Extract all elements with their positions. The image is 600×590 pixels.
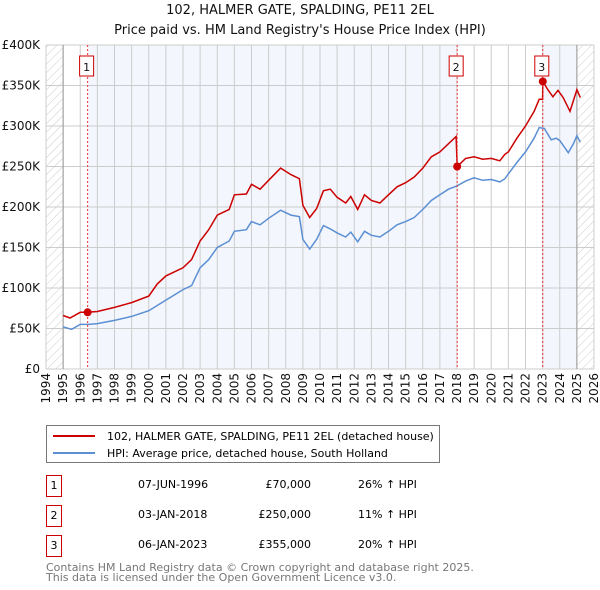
sale-point [83, 308, 92, 317]
sale-hpi: 11% ↑ HPI [358, 508, 417, 521]
y-tick-label: £400K [2, 38, 42, 52]
x-tick-label: 2025 [570, 373, 584, 404]
x-tick-label: 2008 [279, 373, 293, 404]
sale-date: 07-JUN-1996 [138, 478, 209, 491]
x-tick-label: 1999 [125, 373, 139, 404]
sale-number: 1 [46, 475, 62, 497]
sale-hpi: 26% ↑ HPI [358, 478, 417, 491]
legend-label-property: 102, HALMER GATE, SPALDING, PE11 2EL (de… [107, 429, 434, 443]
x-tick-label: 2021 [501, 373, 515, 404]
y-tick-label: £300K [2, 119, 42, 133]
x-tick-label: 2009 [296, 373, 310, 404]
x-tick-label: 2001 [159, 373, 173, 404]
x-tick-label: 1997 [90, 373, 104, 404]
y-tick-label: £0 [25, 362, 40, 376]
sale-point [453, 162, 462, 171]
sale-label: 1 [83, 61, 90, 74]
x-tick-label: 2013 [364, 373, 378, 404]
sale-hpi: 20% ↑ HPI [358, 538, 417, 551]
x-tick-label: 2020 [484, 373, 498, 404]
x-tick-label: 2011 [330, 373, 344, 404]
x-tick-label: 2007 [262, 373, 276, 404]
sale-row: 2 03-JAN-2018 £250,000 11% ↑ HPI [46, 505, 466, 527]
legend-label-hpi: HPI: Average price, detached house, Sout… [107, 446, 388, 460]
sale-date: 06-JAN-2023 [138, 538, 208, 551]
y-tick-label: £50K [9, 322, 41, 336]
y-tick-label: £150K [2, 241, 42, 255]
legend-item-hpi: HPI: Average price, detached house, Sout… [53, 445, 388, 461]
chart-title: 102, HALMER GATE, SPALDING, PE11 2EL [166, 3, 434, 18]
sale-label: 3 [538, 61, 545, 74]
blue-line-swatch [53, 452, 95, 454]
x-tick-label: 1998 [108, 373, 122, 404]
x-tick-label: 2004 [210, 373, 224, 404]
sale-date: 03-JAN-2018 [138, 508, 208, 521]
x-tick-label: 2010 [313, 373, 327, 404]
y-tick-label: £350K [2, 79, 42, 93]
x-tick-label: 2012 [347, 373, 361, 404]
sale-number: 2 [46, 505, 62, 527]
x-tick-label: 2026 [587, 373, 600, 404]
price-paid-line [62, 78, 581, 319]
footer-licence: This data is licensed under the Open Gov… [46, 571, 397, 584]
footer-copyright: Contains HM Land Registry data © Crown c… [46, 561, 474, 574]
x-tick-label: 2022 [519, 373, 533, 404]
sale-price: £70,000 [265, 478, 312, 491]
legend: 102, HALMER GATE, SPALDING, PE11 2EL (de… [46, 425, 440, 463]
sale-label-box [79, 55, 95, 77]
x-tick-label: 2000 [142, 373, 156, 404]
x-tick-label: 2014 [382, 373, 396, 404]
x-tick-label: 1996 [73, 373, 87, 404]
legend-item-property: 102, HALMER GATE, SPALDING, PE11 2EL (de… [53, 428, 434, 444]
x-tick-label: 2017 [433, 373, 447, 404]
sale-number: 3 [46, 535, 62, 557]
x-tick-label: 2002 [176, 373, 190, 404]
x-tick-label: 1994 [39, 373, 53, 404]
x-tick-label: 2018 [450, 373, 464, 404]
y-tick-label: £250K [2, 160, 42, 174]
x-tick-label: 2019 [467, 373, 481, 404]
sale-label: 2 [453, 61, 460, 74]
sale-row: 3 06-JAN-2023 £355,000 20% ↑ HPI [46, 535, 466, 557]
hpi-line [62, 126, 581, 331]
x-tick-label: 2024 [553, 373, 567, 404]
sale-label-box [448, 55, 464, 77]
x-tick-label: 2015 [399, 373, 413, 404]
sale-price: £355,000 [258, 538, 312, 551]
sale-row: 1 07-JUN-1996 £70,000 26% ↑ HPI [46, 475, 466, 497]
red-line-swatch [53, 435, 95, 437]
y-tick-label: £200K [2, 200, 42, 214]
x-tick-label: 2023 [536, 373, 550, 404]
sale-point [538, 77, 547, 86]
y-tick-label: £100K [2, 281, 42, 295]
x-tick-label: 2016 [416, 373, 430, 404]
x-tick-label: 2006 [245, 373, 259, 404]
chart-subtitle: Price paid vs. HM Land Registry's House … [114, 23, 486, 38]
x-tick-label: 2003 [193, 373, 207, 404]
sale-price: £250,000 [258, 508, 312, 521]
x-tick-label: 2005 [227, 373, 241, 404]
sale-label-box [534, 55, 550, 77]
x-tick-label: 1995 [56, 373, 70, 404]
